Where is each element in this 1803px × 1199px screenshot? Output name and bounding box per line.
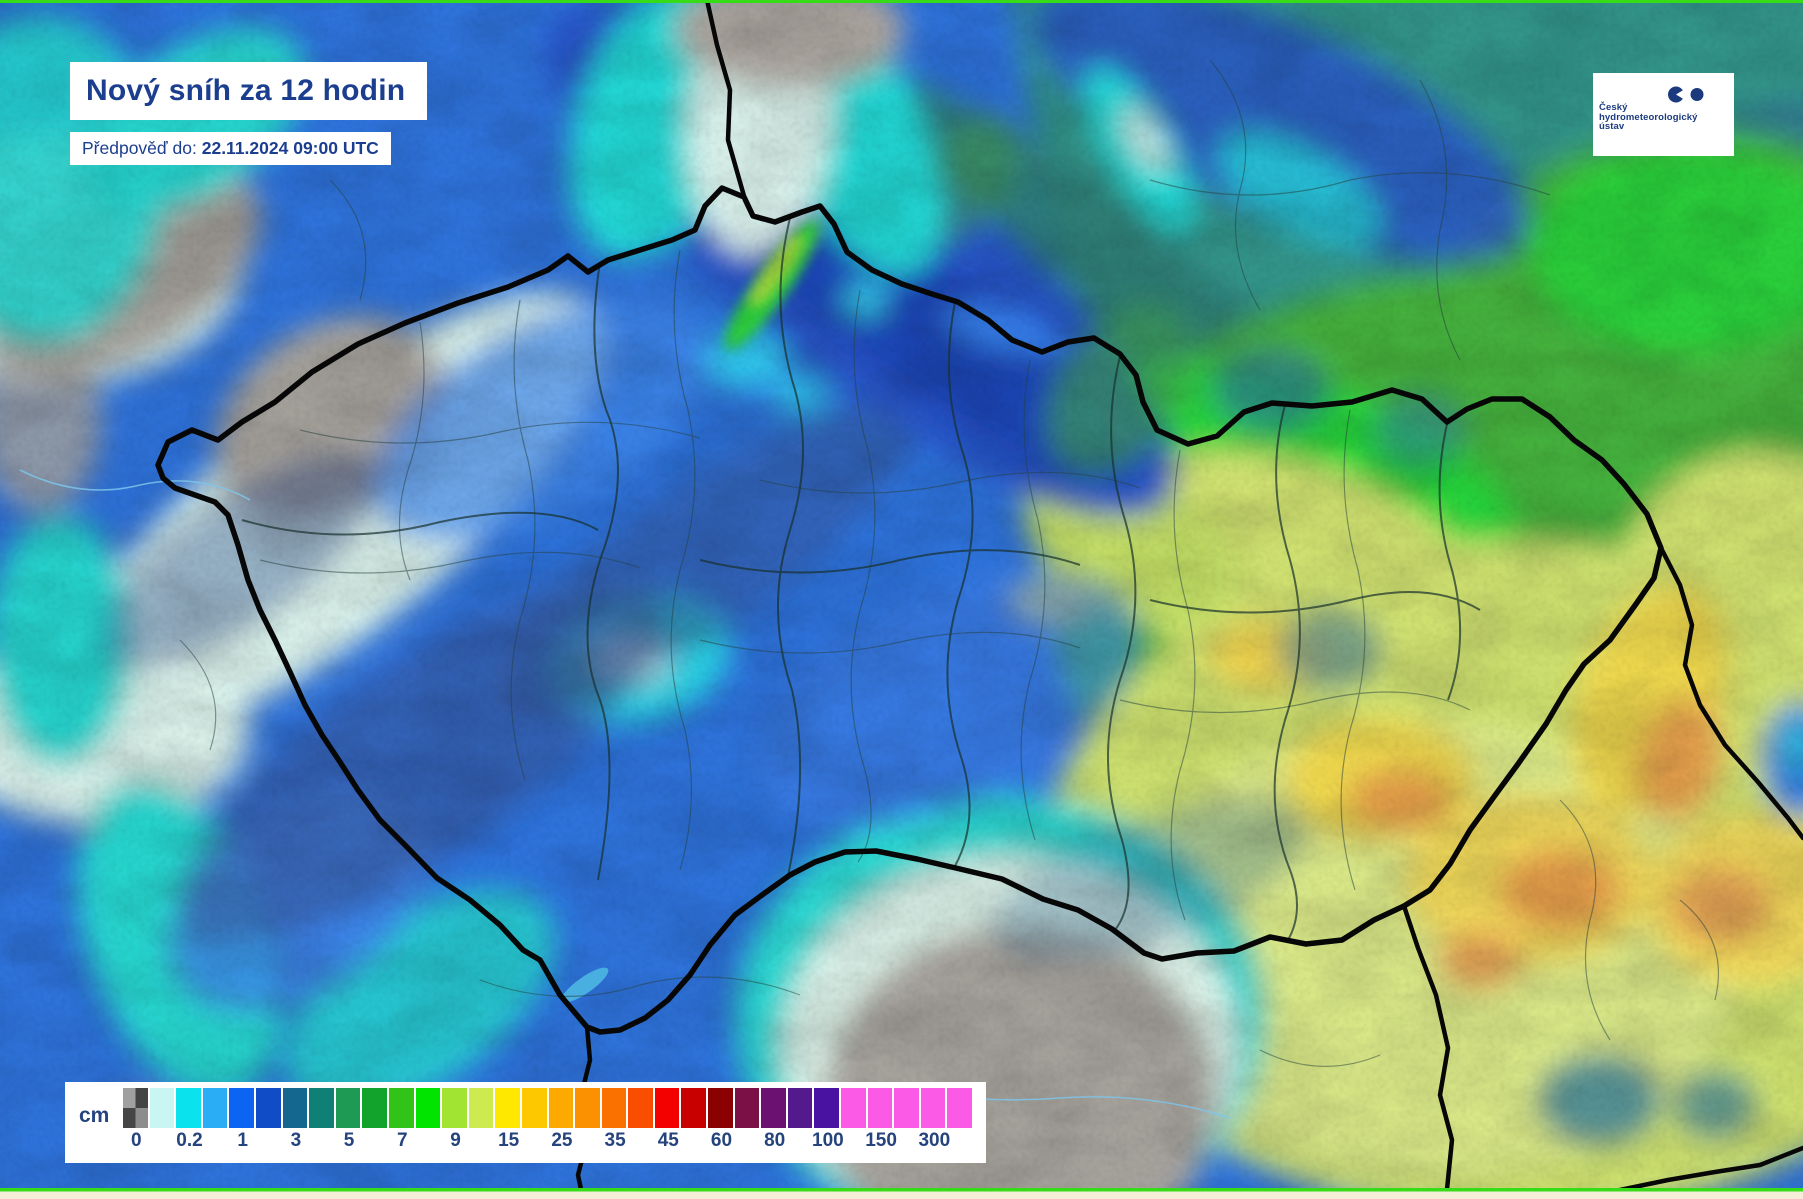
legend-swatches	[123, 1088, 972, 1128]
subtitle-panel: Předpověď do: 22.11.2024 09:00 UTC	[70, 132, 391, 165]
sk-pl-border	[1658, 545, 1803, 841]
legend-swatch	[841, 1088, 866, 1128]
legend-swatch	[681, 1088, 707, 1128]
chmi-logo-panel: Český hydrometeorologický ústav	[1593, 73, 1734, 156]
legend-tick-label: 35	[604, 1130, 626, 1151]
legend-tick-label: 3	[290, 1130, 302, 1151]
legend-swatch	[362, 1088, 387, 1128]
legend-swatch	[654, 1088, 680, 1128]
legend-swatch	[920, 1088, 946, 1128]
legend-tick-label: 1	[237, 1130, 248, 1151]
legend-labels: 0 0.2 1 3 5 7 9 15 25 35 45 60 80 100 150 300	[123, 1128, 986, 1158]
legend-swatch	[575, 1088, 600, 1128]
legend-tick-label: 0	[131, 1130, 142, 1151]
legend-tick-label: 80	[764, 1130, 786, 1151]
legend-swatch	[548, 1088, 574, 1128]
legend-swatch	[947, 1088, 972, 1128]
legend-swatch	[309, 1088, 334, 1128]
region-borders	[241, 217, 1481, 941]
legend-tick-label: 60	[710, 1130, 733, 1151]
domain-edge-bottom-strip	[0, 1191, 1803, 1199]
legend-tick-label: 45	[657, 1130, 679, 1151]
title-panel: Nový sníh za 12 hodin	[70, 62, 427, 120]
legend-swatch	[442, 1088, 467, 1128]
de-pl-border	[704, 0, 747, 199]
legend-swatch	[734, 1088, 760, 1128]
legend-swatch	[149, 1088, 175, 1128]
legend-swatch	[255, 1088, 281, 1128]
legend-swatch	[787, 1088, 813, 1128]
forecast-valid-until: Předpověď do: 22.11.2024 09:00 UTC	[82, 138, 379, 158]
legend-swatch	[388, 1088, 414, 1128]
legend-tick-label: 25	[551, 1130, 573, 1151]
legend-unit-label: cm	[79, 1104, 110, 1127]
lake-lipno	[561, 967, 609, 1003]
at-sk-border	[1401, 903, 1455, 1199]
color-scale-legend: cm 0 0.2 1 3 5 7 9 15 25 35 45 60 80 100 150 300	[65, 1082, 986, 1163]
district-borders	[179, 59, 1719, 1067]
czech-border	[155, 185, 1664, 1035]
domain-edge-bottom	[0, 1188, 1803, 1192]
legend-swatch	[814, 1088, 840, 1128]
legend-swatch	[176, 1088, 201, 1128]
legend-swatch	[415, 1088, 441, 1128]
national-borders	[155, 0, 1803, 1199]
chmi-logo-text: Český hydrometeorologický ústav	[1599, 102, 1698, 132]
legend-swatch	[761, 1088, 786, 1128]
legend-swatch	[708, 1088, 733, 1128]
legend-swatch	[335, 1088, 361, 1128]
forecast-datetime: 22.11.2024 09:00 UTC	[201, 138, 379, 158]
legend-swatch	[601, 1088, 627, 1128]
legend-swatch	[521, 1088, 547, 1128]
legend-swatch	[867, 1088, 893, 1128]
legend-swatch	[628, 1088, 653, 1128]
legend-swatch	[282, 1088, 308, 1128]
legend-body: 0 0.2 1 3 5 7 9 15 25 35 45 60 80 100 150 300	[123, 1082, 986, 1163]
legend-tick-label: 150	[865, 1130, 897, 1151]
legend-swatch	[495, 1088, 520, 1128]
chmi-logo-icon	[1668, 86, 1704, 103]
legend-swatch	[229, 1088, 254, 1128]
legend-tick-label: 15	[498, 1130, 520, 1151]
legend-tick-label: 100	[812, 1130, 844, 1151]
legend-swatch	[202, 1088, 228, 1128]
legend-tick-label: 7	[397, 1130, 408, 1151]
legend-swatch	[123, 1088, 148, 1128]
legend-tick-label: 0.2	[176, 1130, 203, 1151]
legend-tick-label: 9	[450, 1130, 461, 1151]
domain-edge-top	[0, 0, 1803, 3]
legend-tick-label: 300	[918, 1130, 951, 1151]
map-title: Nový sníh za 12 hodin	[86, 74, 406, 107]
legend-swatch	[894, 1088, 919, 1128]
legend-tick-label: 5	[343, 1130, 355, 1151]
legend-swatch	[468, 1088, 494, 1128]
